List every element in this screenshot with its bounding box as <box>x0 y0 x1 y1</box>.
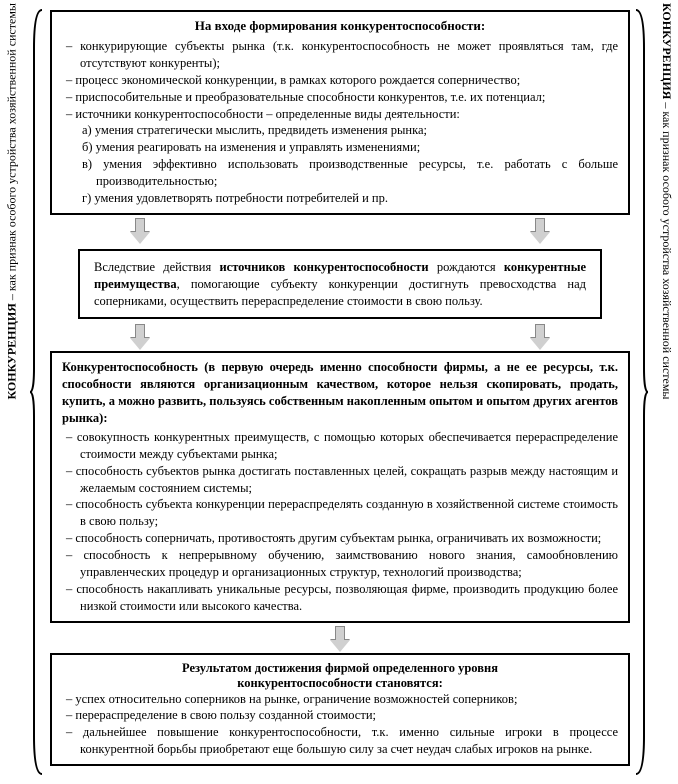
box2-mid: рождаются <box>429 260 504 274</box>
box3-item: способность соперничать, противостоять д… <box>62 530 618 547</box>
arrow-down-icon <box>330 626 350 652</box>
box2-pre: Вследствие действия <box>94 260 219 274</box>
box4-item: перераспределение в свою пользу созданно… <box>62 707 618 724</box>
box3-lead: Конкурентоспособность (в первую очередь … <box>62 359 618 427</box>
box-competitiveness: Конкурентоспособность (в первую очередь … <box>50 351 630 622</box>
box2-b1: источников конкурентоспособности <box>219 260 428 274</box>
box-result: Результатом достижения фирмой определенн… <box>50 653 630 767</box>
box1-subitem: б) умения реагировать на изменения и упр… <box>62 139 618 156</box>
brace-right <box>632 8 650 776</box>
box3-lead-bold: Конкурентоспособность (в первую очередь … <box>62 360 618 425</box>
arrow-row-3 <box>50 625 630 653</box>
box-sources: Вследствие действия источников конкурент… <box>78 249 602 320</box>
box1-subitem: г) умения удовлетворять потребности потр… <box>62 190 618 207</box>
box4-title1: Результатом достижения фирмой определенн… <box>62 661 618 676</box>
arrow-down-icon <box>530 218 550 244</box>
box1-title: На входе формирования конкурентоспособно… <box>62 18 618 34</box>
box3-item: способность к непрерывному обучению, заи… <box>62 547 618 581</box>
side-bold-right: КОНКУРЕНЦИЯ <box>660 3 674 99</box>
box4-item: успех относительно соперников на рынке, … <box>62 691 618 708</box>
brace-left <box>28 8 46 776</box>
arrow-row-1 <box>50 217 630 245</box>
arrow-down-icon <box>530 324 550 350</box>
box3-item: способность субъектов рынка достигать по… <box>62 463 618 497</box>
arrow-down-icon <box>130 324 150 350</box>
side-label-right: КОНКУРЕНЦИЯ – как признак особого устрой… <box>659 3 674 400</box>
box1-subitem: а) умения стратегически мыслить, предвид… <box>62 122 618 139</box>
box1-item: приспособительные и преобразовательные с… <box>62 89 618 106</box>
box1-item: процесс экономической конкуренции, в рам… <box>62 72 618 89</box>
box3-item: совокупность конкурентных преимуществ, с… <box>62 429 618 463</box>
box-input: На входе формирования конкурентоспособно… <box>50 10 630 215</box>
side-rest-left: – как признак особого устройства хозяйст… <box>5 3 19 303</box>
box3-item: способность субъекта конкуренции перерас… <box>62 496 618 530</box>
side-rest-right: – как признак особого устройства хозяйст… <box>660 99 674 399</box>
box4-item: дальнейшее повышение конкурентоспособнос… <box>62 724 618 758</box>
side-bold-left: КОНКУРЕНЦИЯ <box>5 303 19 399</box>
arrow-down-icon <box>130 218 150 244</box>
side-label-left: КОНКУРЕНЦИЯ – как признак особого устрой… <box>5 3 20 400</box>
arrow-row-2 <box>50 323 630 351</box>
box4-title2: конкурентоспособности становятся: <box>62 676 618 691</box>
box1-subitem: в) умения эффективно использовать произв… <box>62 156 618 190</box>
box1-item: конкурирующие субъекты рынка (т.к. конку… <box>62 38 618 72</box>
main-container: На входе формирования конкурентоспособно… <box>50 10 630 768</box>
box3-item: способность накапливать уникальные ресур… <box>62 581 618 615</box>
box1-item: источники конкурентоспособности – опреде… <box>62 106 618 123</box>
